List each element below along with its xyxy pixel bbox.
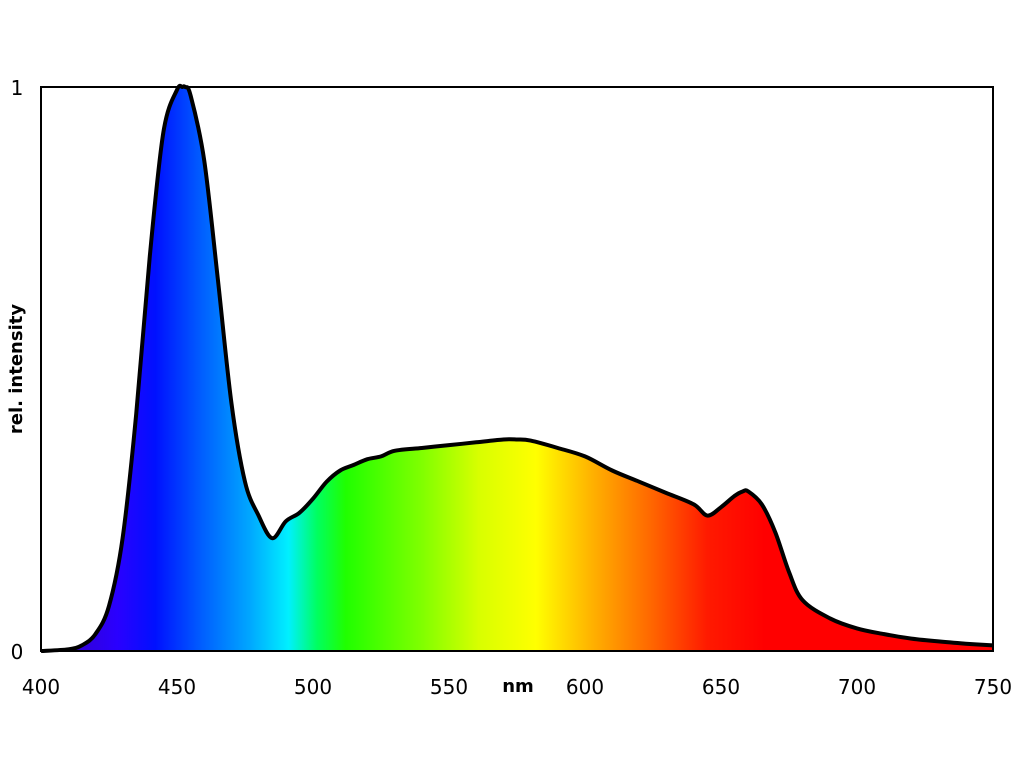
x-tick-label: 600: [566, 675, 604, 699]
y-axis-ticks: 01: [11, 76, 24, 664]
y-tick-label: 0: [11, 640, 24, 664]
plot-frame: [40, 86, 994, 652]
y-axis-label: rel. intensity: [6, 304, 27, 434]
x-tick-label: 700: [838, 675, 876, 699]
x-axis-ticks: 400 450 500 550 600 650 700 750: [22, 675, 1012, 699]
spectrum-curve: [40, 83, 994, 653]
spectrum-area: [41, 85, 993, 651]
y-tick-label: 1: [11, 76, 24, 100]
x-axis-label: nm: [502, 676, 534, 697]
x-tick-label: 450: [158, 675, 196, 699]
x-tick-label: 400: [22, 675, 60, 699]
x-tick-label: 650: [702, 675, 740, 699]
x-tick-label: 750: [974, 675, 1012, 699]
x-tick-label: 500: [294, 675, 332, 699]
x-tick-label: 550: [430, 675, 468, 699]
